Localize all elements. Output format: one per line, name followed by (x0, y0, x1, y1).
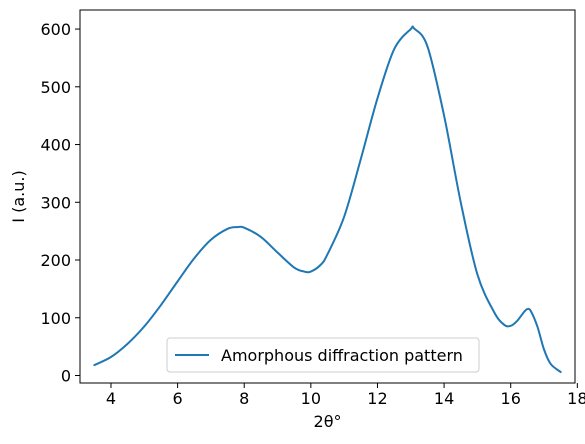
y-tick-label: 400 (40, 136, 71, 155)
axis-ticks: 4 6 8 10 12 14 16 18 0 100 200 300 400 500 600 (40, 20, 585, 408)
x-tick-label: 16 (501, 389, 521, 408)
x-tick-label: 8 (239, 389, 249, 408)
y-axis-label: I (a.u.) (9, 170, 28, 222)
x-tick-label: 6 (173, 389, 183, 408)
x-tick-label: 4 (106, 389, 116, 408)
x-tick-label: 12 (367, 389, 387, 408)
plot-area-frame (79, 9, 576, 384)
legend: Amorphous diffraction pattern (166, 337, 480, 373)
y-tick-label: 300 (40, 193, 71, 212)
y-tick-label: 600 (40, 20, 71, 39)
x-tick-label: 10 (301, 389, 321, 408)
x-tick-label: 14 (434, 389, 454, 408)
series-line (93, 25, 562, 374)
series-lines (93, 25, 562, 374)
y-tick-label: 200 (40, 251, 71, 270)
legend-entry-label: Amorphous diffraction pattern (221, 346, 463, 365)
x-axis-label: 2θ° (314, 412, 342, 431)
y-tick-label: 100 (40, 309, 71, 328)
x-tick-label: 18 (567, 389, 585, 408)
y-tick-label: 0 (61, 366, 71, 385)
y-tick-label: 500 (40, 78, 71, 97)
legend-box (166, 337, 480, 373)
